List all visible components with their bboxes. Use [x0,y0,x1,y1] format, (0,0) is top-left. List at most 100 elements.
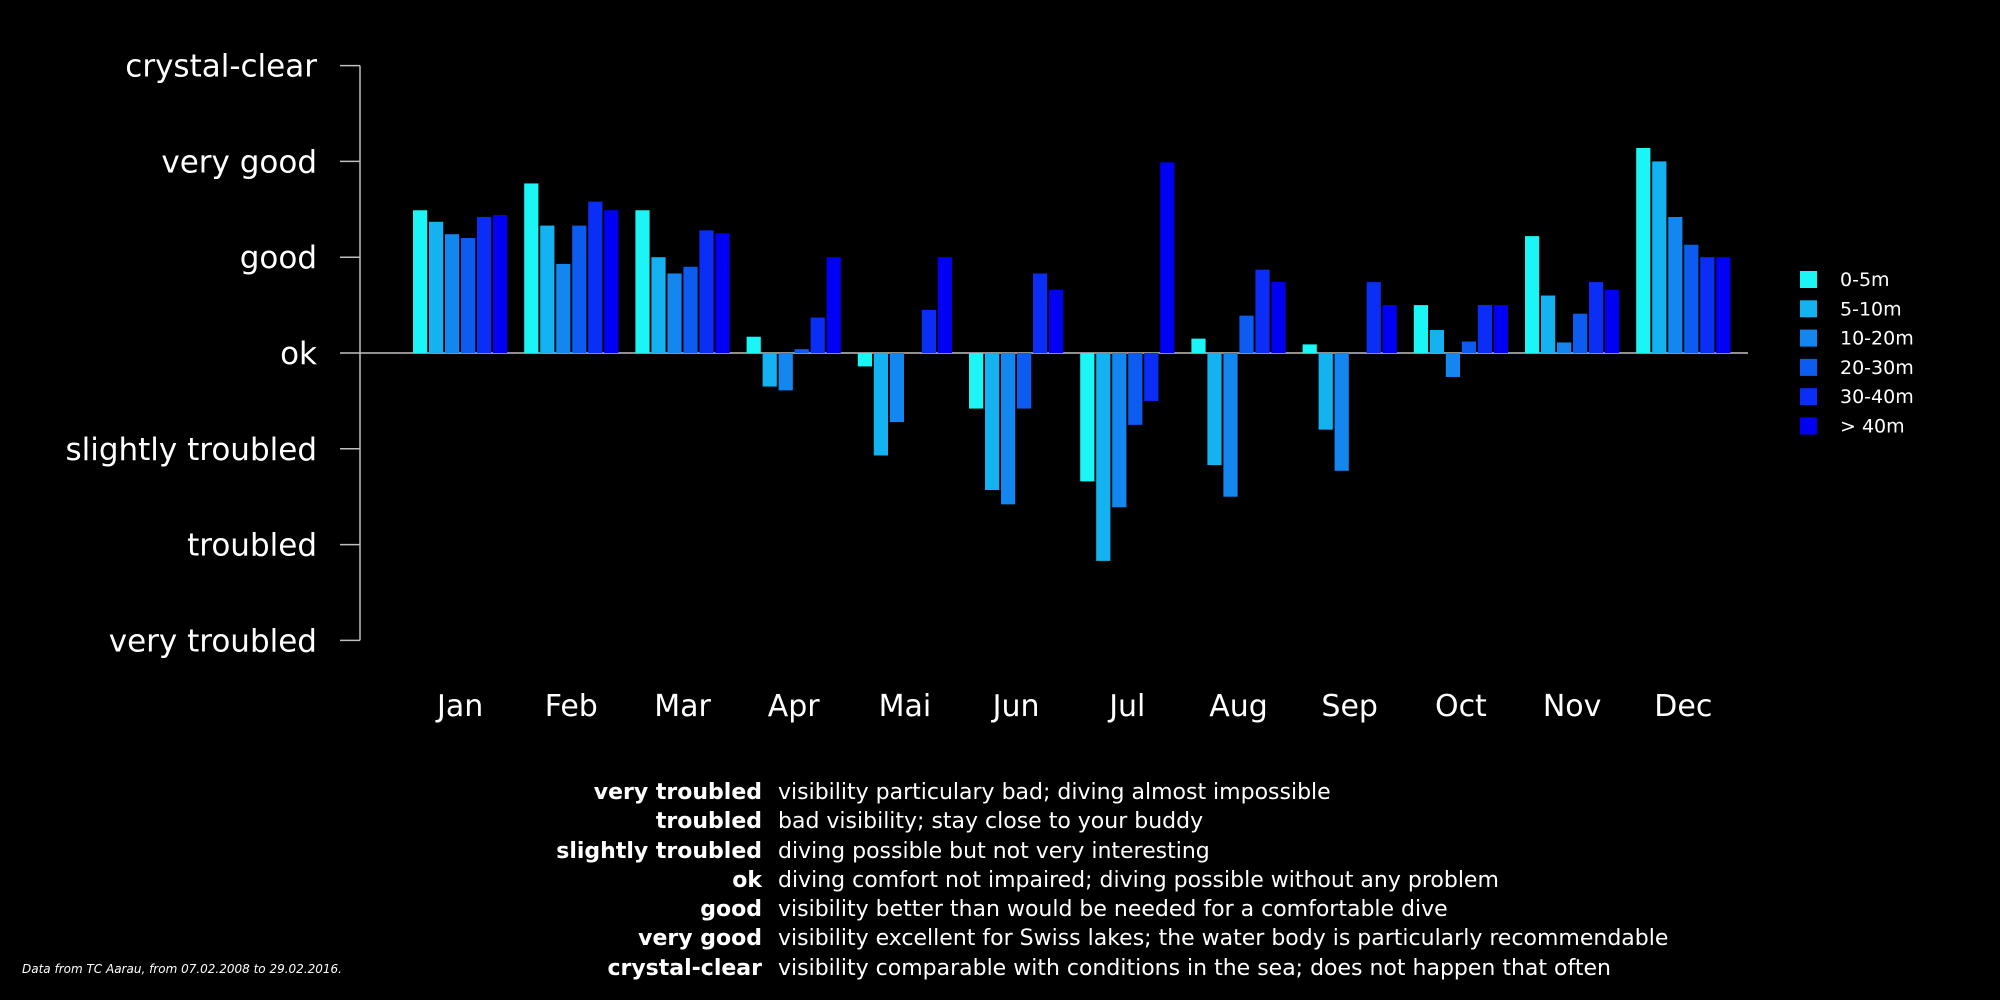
legend: 0-5m 5-10m 10-20m 20-30m 30-40m > 40m [1800,269,1914,438]
axis-layer [340,64,1748,642]
x-tick-label: Oct [1435,689,1487,724]
glossary-term: slightly troubled [556,838,762,864]
bar [477,216,492,353]
bar [445,234,460,353]
bar [1302,344,1317,353]
y-tick-label: very troubled [109,623,317,659]
glossary-term: good [700,897,762,923]
glossary-definition: visibility better than would be needed f… [778,897,1448,923]
bar [937,257,952,353]
legend-label: 20-30m [1840,357,1914,379]
bar [540,225,555,353]
bar [588,201,603,353]
x-tick-label: Mai [879,689,932,724]
bar [1049,289,1064,353]
legend-swatch [1800,417,1817,435]
glossary-term: very troubled [593,780,762,805]
bar [985,353,1000,490]
bar [1239,315,1254,353]
bar [921,309,936,353]
bar [1160,162,1175,353]
bar [1716,257,1731,353]
bar [1128,353,1143,425]
bar [699,230,714,353]
x-tick-label: Mar [654,689,711,724]
bar [461,238,476,353]
bar [1112,353,1127,508]
bar [1207,353,1222,466]
glossary-row: good visibility better than would be nee… [500,895,1700,924]
bar [715,233,730,353]
bar [493,215,508,353]
y-tick-label: slightly troubled [65,432,317,468]
legend-label: 10-20m [1840,328,1914,350]
glossary-term: very good [638,926,762,952]
bar [873,353,888,456]
bar [746,336,761,353]
glossary-term: ok [732,867,762,893]
bar [1652,161,1667,353]
bar [1144,353,1159,401]
bar [1366,282,1381,353]
legend-label: 30-40m [1840,386,1914,408]
bar [1636,147,1651,353]
bar [778,353,793,391]
glossary-row: very troubled visibility particulary bad… [500,778,1700,807]
x-tick-label: Aug [1209,689,1268,724]
legend-label: > 40m [1840,416,1905,438]
bar [889,353,904,422]
bar [1668,216,1683,353]
bar [1605,289,1620,353]
x-tick-label: Sep [1321,689,1378,724]
legend-label: 5-10m [1840,298,1902,320]
bar [556,263,571,353]
glossary-definition: visibility excellent for Swiss lakes; th… [778,926,1669,952]
bar [667,273,682,353]
glossary-row: crystal-clear visibility comparable with… [500,954,1700,983]
glossary-term: troubled [655,809,762,835]
glossary-row: slightly troubled diving possible but no… [500,837,1700,866]
bar [429,221,444,353]
bar [651,257,666,353]
legend-swatch [1800,271,1817,288]
bar [1318,353,1333,430]
bar [1525,236,1540,353]
visibility-glossary: very troubled visibility particulary bad… [500,778,1700,983]
labels-layer: very troubled troubled slightly troubled ok… [65,49,1712,724]
glossary-definition: visibility particulary bad; diving almos… [778,780,1331,805]
y-tick-label: crystal-clear [125,49,317,85]
bar [794,349,809,353]
bar [1493,305,1508,353]
source-note: Data from TC Aarau, from 07.02.2008 to 2… [22,962,342,976]
bar [683,266,698,353]
bar [524,183,539,353]
y-tick-label: good [240,240,317,276]
x-tick-label: Jul [1107,689,1145,724]
bar [1191,338,1206,353]
bar [1271,282,1286,353]
bar [1573,313,1588,353]
x-tick-label: Dec [1654,689,1712,724]
x-tick-label: Apr [768,689,821,724]
bar [762,353,777,387]
legend-swatch [1800,300,1817,318]
bar [1033,273,1048,353]
x-tick-label: Nov [1543,689,1602,724]
x-tick-label: Feb [545,689,598,724]
bar [1382,305,1397,353]
bar [1255,269,1270,353]
glossary-row: very good visibility excellent for Swiss… [500,924,1700,953]
glossary-term: crystal-clear [607,955,762,981]
bar [1017,353,1032,409]
x-tick-label: Jun [991,689,1040,724]
bar [635,210,650,353]
bar [1445,353,1460,377]
y-tick-label: very good [161,144,317,180]
bar [1461,341,1476,353]
bar [1477,305,1492,353]
glossary-definition: bad visibility; stay close to your buddy [778,809,1204,835]
bar [1080,353,1095,482]
y-tick-label: troubled [187,528,317,564]
x-tick-label: Jan [435,689,483,724]
bars-layer [413,147,1731,561]
